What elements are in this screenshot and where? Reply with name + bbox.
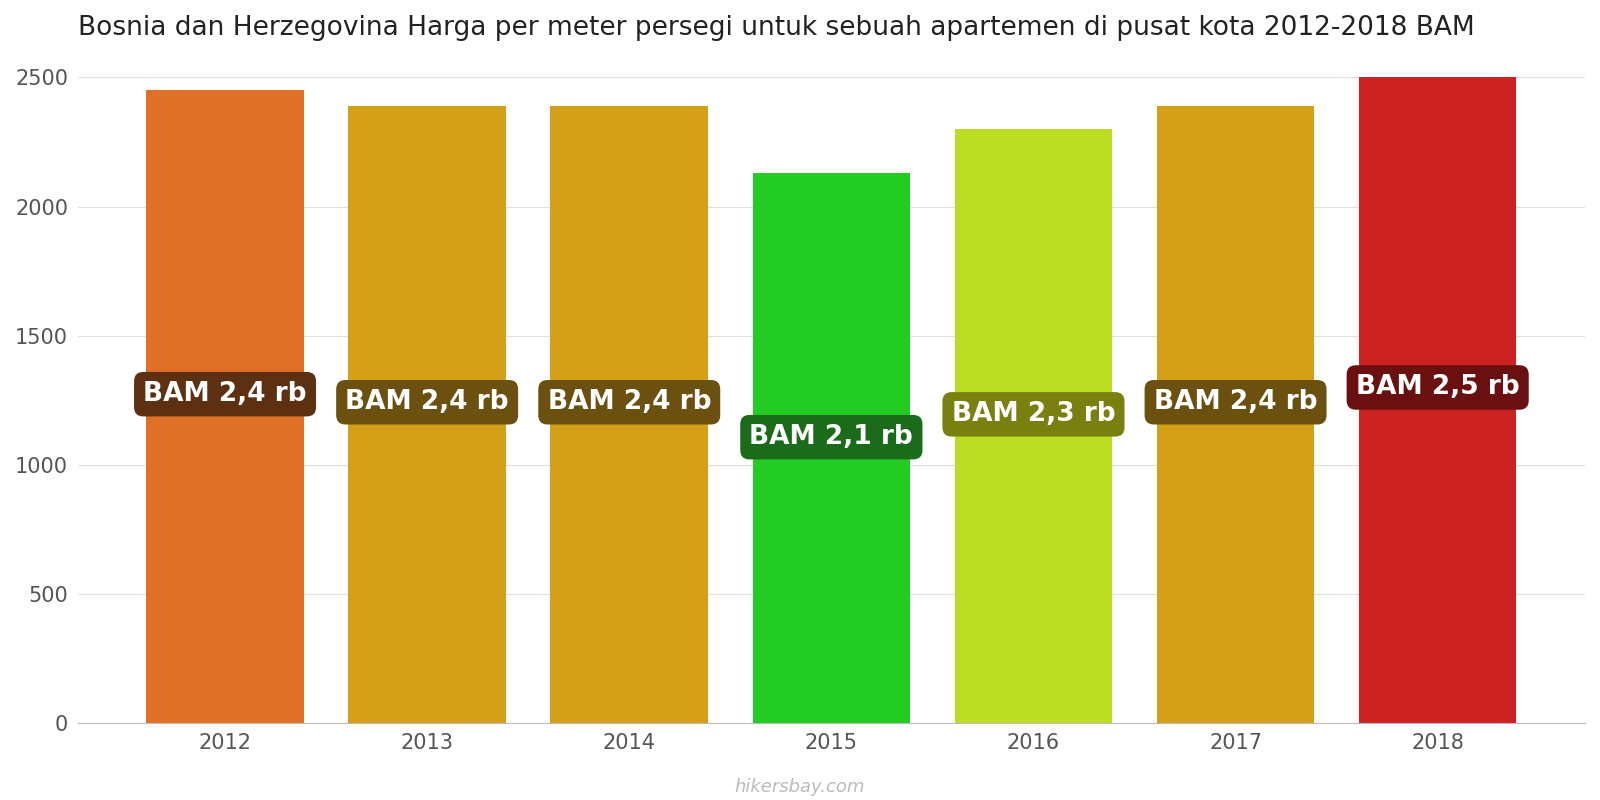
Bar [550,106,709,723]
Text: BAM 2,5 rb: BAM 2,5 rb [1355,374,1520,401]
Text: BAM 2,1 rb: BAM 2,1 rb [749,424,914,450]
Text: BAM 2,4 rb: BAM 2,4 rb [1154,390,1317,415]
Bar [146,90,304,723]
Text: Bosnia dan Herzegovina Harga per meter persegi untuk sebuah apartemen di pusat k: Bosnia dan Herzegovina Harga per meter p… [78,15,1475,41]
Text: BAM 2,4 rb: BAM 2,4 rb [346,390,509,415]
Text: BAM 2,4 rb: BAM 2,4 rb [547,390,710,415]
Text: BAM 2,4 rb: BAM 2,4 rb [144,381,307,407]
Bar [1358,78,1517,723]
Bar [349,106,506,723]
Text: BAM 2,3 rb: BAM 2,3 rb [952,402,1115,427]
Bar [1157,106,1314,723]
Bar [752,173,910,723]
Text: hikersbay.com: hikersbay.com [734,778,866,796]
Bar [955,129,1112,723]
